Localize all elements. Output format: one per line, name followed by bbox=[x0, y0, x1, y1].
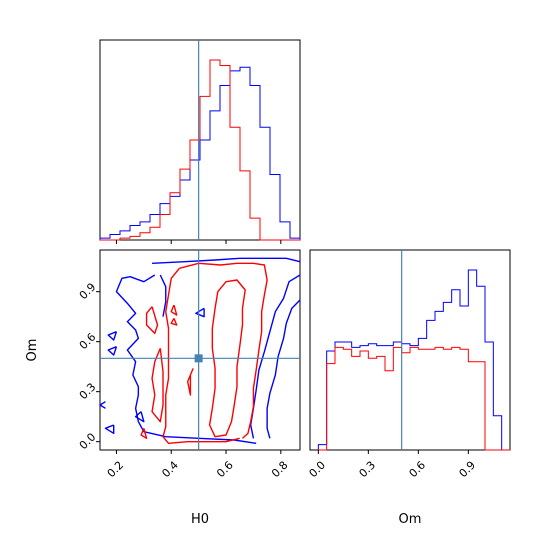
contour-red-0 bbox=[162, 267, 240, 445]
x-tick-label-h0-1: 0.4 bbox=[159, 459, 181, 481]
x-tick-label-om-2: 0.6 bbox=[407, 459, 429, 481]
contour-red-8 bbox=[186, 368, 194, 396]
y-axis-label-om: Om bbox=[25, 339, 40, 362]
contour-blue-3 bbox=[266, 299, 301, 439]
truth-marker bbox=[194, 354, 203, 363]
x-axis-label-h0: H0 bbox=[191, 512, 209, 527]
x-axis-label-om: Om bbox=[399, 512, 422, 527]
contour-red-2 bbox=[208, 279, 246, 438]
x-tick-label-h0-0: 0.2 bbox=[105, 459, 127, 481]
contour-blue-0 bbox=[152, 257, 301, 265]
om-histogram-panel: 0.0 0.3 0.6 0.9 bbox=[307, 249, 511, 481]
y-tick-label-om-1: 0.3 bbox=[77, 381, 99, 403]
contour-blue-1 bbox=[115, 274, 257, 445]
contour-blue-7 bbox=[104, 424, 115, 435]
histogram-om-red-series bbox=[318, 346, 510, 451]
x-tick-label-om-3: 0.9 bbox=[457, 459, 479, 481]
contour-red-3 bbox=[145, 306, 159, 335]
histogram-om-blue-series bbox=[317, 269, 510, 451]
contour-red-5 bbox=[170, 304, 178, 316]
y-tick-label-om-2: 0.6 bbox=[77, 331, 99, 353]
h0-om-contour-panel: 0.2 0.4 0.6 0.8 0.0 0.3 0.6 0.9 bbox=[77, 249, 301, 481]
x-tick-label-om-0: 0.0 bbox=[307, 459, 329, 481]
contour-red-6 bbox=[170, 317, 178, 326]
h0-histogram-panel bbox=[99, 39, 301, 244]
histogram-h0-red-series bbox=[100, 59, 300, 241]
contour-blue-8 bbox=[99, 401, 106, 409]
contour-blue-6 bbox=[107, 346, 118, 356]
x-tick-label-h0-2: 0.6 bbox=[214, 459, 236, 481]
y-tick-label-om-3: 0.9 bbox=[77, 281, 99, 303]
x-tick-label-om-1: 0.3 bbox=[357, 459, 379, 481]
contour-blue-10 bbox=[195, 307, 205, 318]
histogram-h0-blue-series bbox=[99, 66, 301, 240]
contour-red-1 bbox=[179, 262, 268, 439]
contour-red-4 bbox=[151, 348, 164, 423]
y-tick-label-om-0: 0.0 bbox=[77, 431, 99, 453]
contour-blue-5 bbox=[107, 331, 118, 341]
contour-blue-9 bbox=[134, 411, 145, 423]
contour-red-7 bbox=[140, 428, 148, 440]
x-tick-label-h0-3: 0.8 bbox=[269, 459, 291, 481]
contour-blue-4 bbox=[159, 274, 167, 317]
